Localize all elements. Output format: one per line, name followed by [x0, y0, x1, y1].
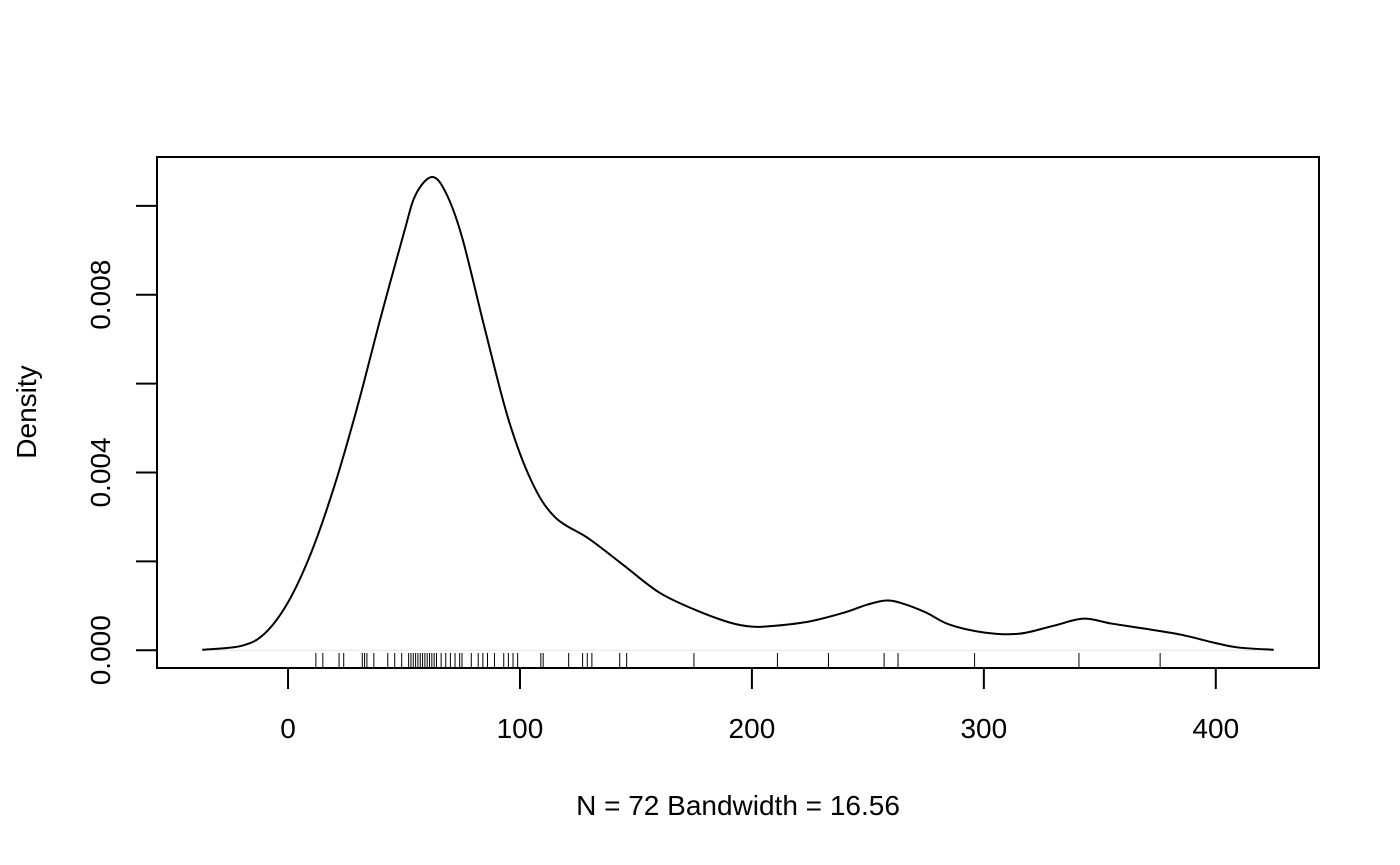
x-tick-label: 200 [729, 713, 776, 744]
y-tick-label: 0.000 [85, 615, 116, 685]
density-curve [202, 176, 1274, 651]
x-tick-label: 400 [1192, 713, 1239, 744]
rug-marks [315, 653, 1161, 668]
y-axis-title: Density [11, 365, 42, 458]
x-axis-title: N = 72 Bandwidth = 16.56 [576, 790, 900, 821]
x-tick-label: 300 [960, 713, 1007, 744]
x-tick-label: 0 [280, 713, 296, 744]
y-axis: 0.000 0.004 0.008 [85, 204, 158, 685]
plot-frame [156, 156, 1320, 669]
x-axis: 0 100 200 300 400 [280, 667, 1239, 744]
y-tick-label: 0.008 [85, 260, 116, 330]
x-tick-label: 100 [497, 713, 544, 744]
y-tick-label: 0.004 [85, 437, 116, 507]
